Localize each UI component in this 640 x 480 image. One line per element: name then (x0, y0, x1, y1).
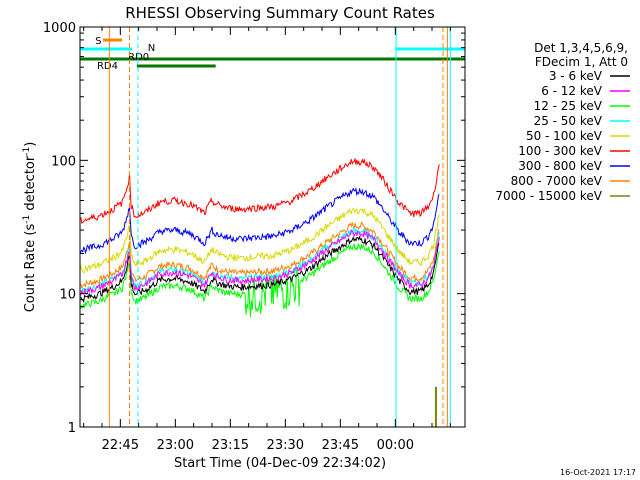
legend: Det 1,3,4,5,6,9, FDecim 1, Att 0 3 - 6 k… (495, 41, 630, 203)
legend-entry-8: 7000 - 15000 keV (495, 189, 602, 203)
flag-label-2: RD4 (97, 61, 118, 72)
series-line-6 (79, 186, 440, 255)
legend-entry-4: 50 - 100 keV (526, 129, 603, 143)
flag-label-3: RD0 (128, 52, 149, 63)
x-tick-label-3: 23:30 (267, 438, 304, 453)
y-tick-label-2: 100 (51, 154, 76, 169)
legend-entry-6: 300 - 800 keV (518, 159, 602, 173)
x-tick-label-0: 22:45 (102, 438, 139, 453)
y-axis-label-sup-1: -1 (22, 215, 32, 224)
legend-entry-2: 12 - 25 keV (534, 99, 603, 113)
x-tick-label-1: 23:00 (157, 438, 194, 453)
series-line-7 (79, 221, 440, 289)
legend-entry-5: 100 - 300 keV (518, 144, 602, 158)
plot-frame (79, 26, 466, 428)
x-tick-label-4: 23:45 (322, 438, 359, 453)
x-axis-label: Start Time (04-Dec-09 22:34:02) (174, 456, 386, 471)
legend-entry-3: 25 - 50 keV (534, 114, 603, 128)
y-axis-label-rest: detector (23, 155, 38, 215)
legend-header-line-1: Det 1,3,4,5,6,9, (534, 41, 628, 55)
flag-label-0: S (95, 36, 101, 47)
series-line-0 (79, 235, 440, 304)
y-axis: 1 10 100 1000 (43, 21, 465, 436)
series-line-2 (79, 242, 440, 318)
x-tick-label-2: 23:15 (212, 438, 249, 453)
series-line-4 (79, 207, 440, 274)
y-tick-label-1: 10 (59, 288, 76, 303)
legend-entry-1: 6 - 12 keV (541, 84, 603, 98)
y-axis-label-main: Count Rate (s (23, 224, 38, 313)
y-axis-label-sup-2: -1 (22, 147, 32, 156)
chart-title: RHESSI Observing Summary Count Rates (125, 4, 435, 22)
y-axis-label-end: ) (23, 142, 38, 147)
legend-entry-7: 800 - 7000 keV (511, 174, 603, 188)
x-axis: 22:45 23:00 23:15 23:30 23:45 00:00 (83, 27, 451, 453)
legend-header-line-2: FDecim 1, Att 0 (535, 55, 628, 69)
series-layer (79, 158, 440, 427)
series-line-1 (79, 229, 440, 297)
y-axis-label: Count Rate (s-1 detector-1) (22, 142, 38, 313)
x-tick-label-5: 00:00 (377, 438, 414, 453)
series-line-8 (434, 386, 437, 427)
footer-timestamp: 16-Oct-2021 17:17 (560, 468, 636, 477)
y-tick-label-3: 1000 (43, 21, 76, 36)
flag-label-1: N (148, 43, 155, 54)
flags-layer: S N RD4 RD0 (80, 27, 465, 427)
series-line-5 (80, 158, 440, 224)
legend-entry-0: 3 - 6 keV (549, 69, 603, 83)
y-tick-label-0: 1 (68, 421, 76, 436)
